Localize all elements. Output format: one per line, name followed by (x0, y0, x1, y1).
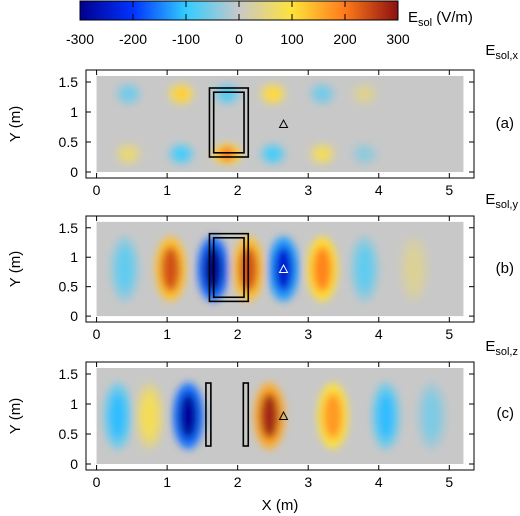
field-feature-core (377, 392, 395, 440)
x-tick-label: 5 (445, 326, 453, 342)
panel-label: (a) (496, 115, 514, 132)
structure-outline (212, 236, 245, 299)
colorbar-tick-label: -300 (66, 31, 94, 47)
observation-marker (278, 118, 289, 128)
x-tick-label: 5 (445, 182, 453, 198)
colorbar-tick-label: 0 (235, 31, 243, 47)
y-tick-label: 1.5 (59, 366, 79, 382)
structure-outline (205, 382, 212, 447)
colorbar-tick-label: -100 (172, 31, 200, 47)
x-tick-label: 2 (234, 326, 242, 342)
component-label: Esol,y (485, 191, 518, 211)
observation-marker (278, 410, 289, 420)
x-tick-label: 1 (163, 474, 171, 490)
field-feature-core (161, 246, 180, 292)
structure-outline (242, 382, 250, 447)
colorbar-tick-label: 100 (280, 31, 304, 47)
x-tick-label: 0 (93, 326, 101, 342)
y-axis-label: Y (m) (7, 106, 24, 142)
colorbar-tick-label: 300 (386, 31, 410, 47)
y-tick-label: 0 (70, 456, 78, 472)
x-tick-label: 4 (375, 182, 383, 198)
field-feature-core (116, 246, 134, 292)
x-tick-label: 4 (375, 326, 383, 342)
field-feature-core (265, 146, 281, 162)
structure-outline (208, 87, 250, 158)
colorbar-tick-label: 200 (333, 31, 357, 47)
y-tick-label: 1 (70, 249, 78, 265)
field-feature-core (356, 246, 374, 292)
x-tick-label: 4 (375, 474, 383, 490)
panel-c: 0 1 2 3 4 5 0 0.5 1 1.5 Y (m) X (m) Esol,z (c) (7, 338, 518, 514)
y-tick-label: 1 (70, 104, 78, 120)
colorbar-title: Esol (V/m) (408, 9, 473, 29)
field-map (103, 383, 446, 449)
y-tick-label: 0 (70, 308, 78, 324)
field-feature-core (357, 86, 373, 102)
plot-frame (85, 69, 475, 179)
field-feature-core (323, 392, 343, 440)
y-tick-label: 0.5 (59, 279, 79, 295)
field-feature-core (120, 146, 136, 162)
panel-b: 0 1 2 3 4 5 0 0.5 1 1.5 Y (m) Esol,y (b) (7, 191, 518, 342)
structure-outline (208, 232, 250, 303)
field-feature-core (314, 146, 330, 162)
y-tick-label: 0.5 (59, 426, 79, 442)
field-feature-core (173, 86, 189, 102)
field-feature-core (314, 86, 330, 102)
observation-marker (278, 263, 289, 273)
x-tick-label: 0 (93, 474, 101, 490)
field-feature-core (120, 86, 136, 102)
colorbar: -300 -200 -100 0 100 200 300 Esol (V/m) (66, 0, 473, 47)
x-tick-label: 3 (304, 182, 312, 198)
x-tick-label: 0 (93, 182, 101, 198)
structure-outline (212, 91, 245, 154)
panel-label: (c) (497, 405, 515, 422)
y-tick-label: 1.5 (59, 220, 79, 236)
x-tick-label: 2 (234, 474, 242, 490)
field-feature-core (141, 392, 158, 440)
field-feature-core (218, 146, 236, 162)
field-feature-core (274, 246, 293, 292)
y-tick-label: 0.5 (59, 134, 79, 150)
plot-frame (85, 215, 475, 323)
panel-label: (b) (496, 260, 514, 277)
plot-frame (85, 361, 475, 471)
colorbar-tick-label: -200 (119, 31, 147, 47)
y-tick-label: 1 (70, 396, 78, 412)
field-map (110, 236, 429, 302)
field-feature-core (219, 86, 235, 102)
x-tick-label: 2 (234, 182, 242, 198)
x-tick-label: 1 (163, 182, 171, 198)
field-feature-core (173, 146, 189, 162)
x-tick-label: 5 (445, 474, 453, 490)
component-label: Esol,x (485, 42, 518, 62)
colorbar-ticks: -300 -200 -100 0 100 200 300 (66, 1, 410, 47)
field-feature-core (109, 392, 127, 440)
x-tick-label: 1 (163, 326, 171, 342)
component-label: Esol,z (485, 338, 518, 358)
y-tick-label: 0 (70, 164, 78, 180)
field-feature-core (357, 146, 373, 162)
field-feature-core (423, 392, 441, 440)
field-map (115, 83, 378, 165)
panel-a: 0 1 2 3 4 5 0 0.5 1 1.5 Y (m) Esol,x (a) (7, 42, 518, 198)
x-tick-label: 3 (304, 474, 312, 490)
field-feature-core (265, 86, 281, 102)
field-feature-core (178, 392, 198, 440)
field-feature-core (313, 246, 332, 292)
x-axis-label: X (m) (262, 497, 299, 514)
x-tick-label: 3 (304, 326, 312, 342)
y-tick-label: 1.5 (59, 74, 79, 90)
field-feature-core (260, 392, 279, 440)
y-axis-label: Y (m) (7, 251, 24, 287)
y-axis-label: Y (m) (7, 398, 24, 434)
field-feature-core (405, 246, 423, 292)
